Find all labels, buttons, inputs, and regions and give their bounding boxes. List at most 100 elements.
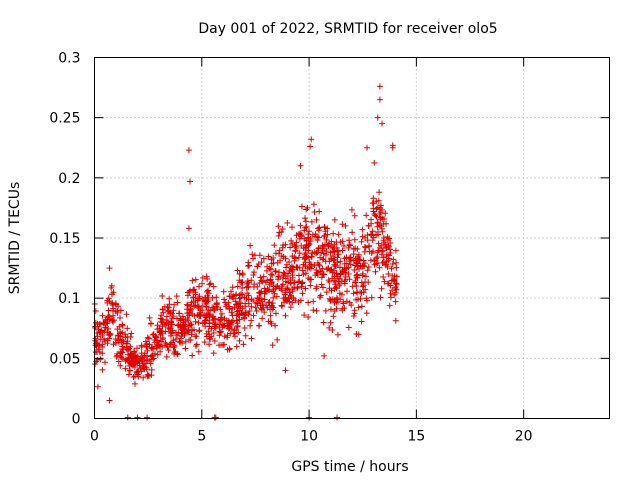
data-point (210, 329, 217, 336)
data-point (384, 263, 391, 270)
data-point (201, 339, 208, 346)
data-point (299, 267, 306, 274)
data-point (233, 343, 240, 350)
data-point (185, 147, 192, 154)
data-point (374, 114, 381, 121)
data-point (124, 356, 131, 363)
data-point (193, 341, 200, 348)
data-point (370, 234, 377, 241)
data-point (387, 282, 394, 289)
data-point (177, 315, 184, 322)
data-point (163, 353, 170, 360)
data-point (319, 284, 326, 291)
data-point (170, 337, 177, 344)
data-point (327, 306, 334, 313)
data-point (147, 320, 154, 327)
data-point (307, 282, 314, 289)
data-point (212, 315, 219, 322)
data-point (287, 244, 294, 251)
data-point (124, 414, 131, 421)
data-point (289, 267, 296, 274)
data-point (110, 305, 117, 312)
data-point (377, 202, 384, 209)
data-point (362, 244, 369, 251)
data-point (221, 296, 228, 303)
data-point (341, 278, 348, 285)
data-point (247, 322, 254, 329)
data-point (321, 352, 328, 359)
data-point (132, 373, 139, 380)
data-point (239, 291, 246, 298)
data-point (250, 255, 257, 262)
data-point (360, 257, 367, 264)
data-point (177, 339, 184, 346)
data-point (252, 304, 259, 311)
data-point (115, 358, 122, 365)
data-point (386, 252, 393, 259)
data-point (134, 345, 141, 352)
data-point (302, 245, 309, 252)
data-point (297, 162, 304, 169)
data-point (156, 325, 163, 332)
data-point (310, 201, 317, 208)
data-point (144, 334, 151, 341)
data-point (358, 318, 365, 325)
data-point (218, 328, 225, 335)
data-point (119, 337, 126, 344)
data-points (91, 83, 400, 421)
data-point (321, 223, 328, 230)
data-point (158, 312, 165, 319)
data-point (325, 242, 332, 249)
data-point (307, 265, 314, 272)
data-point (114, 352, 121, 359)
data-point (245, 262, 252, 269)
data-point (392, 247, 399, 254)
data-point (391, 291, 398, 298)
data-point (376, 189, 383, 196)
data-point (305, 313, 312, 320)
data-point (225, 325, 232, 332)
data-point (267, 266, 274, 273)
data-point (258, 277, 265, 284)
data-point (381, 258, 388, 265)
data-point (346, 276, 353, 283)
data-point (320, 319, 327, 326)
data-point (313, 307, 320, 314)
data-point (226, 345, 233, 352)
data-point (226, 293, 233, 300)
data-point (99, 312, 106, 319)
data-point (345, 324, 352, 331)
data-point (378, 285, 385, 292)
data-point (187, 306, 194, 313)
data-point (239, 285, 246, 292)
data-point (233, 301, 240, 308)
data-point (301, 254, 308, 261)
data-point (287, 280, 294, 287)
data-point (272, 322, 279, 329)
data-point (133, 357, 140, 364)
data-point (150, 355, 157, 362)
data-point (307, 143, 314, 150)
data-point (245, 296, 252, 303)
data-point (276, 250, 283, 257)
data-point (343, 298, 350, 305)
data-point (301, 227, 308, 234)
data-point (146, 314, 153, 321)
data-point (285, 270, 292, 277)
data-point (340, 242, 347, 249)
data-point (326, 324, 333, 331)
data-point (389, 287, 396, 294)
data-point (177, 335, 184, 342)
data-point (393, 280, 400, 287)
data-point (326, 295, 333, 302)
data-point (368, 294, 375, 301)
data-point (337, 258, 344, 265)
data-point (333, 298, 340, 305)
data-point (350, 257, 357, 264)
data-point (148, 366, 155, 373)
data-point (105, 295, 112, 302)
data-point (315, 261, 322, 268)
data-point (392, 298, 399, 305)
data-point (319, 243, 326, 250)
data-point (331, 216, 338, 223)
